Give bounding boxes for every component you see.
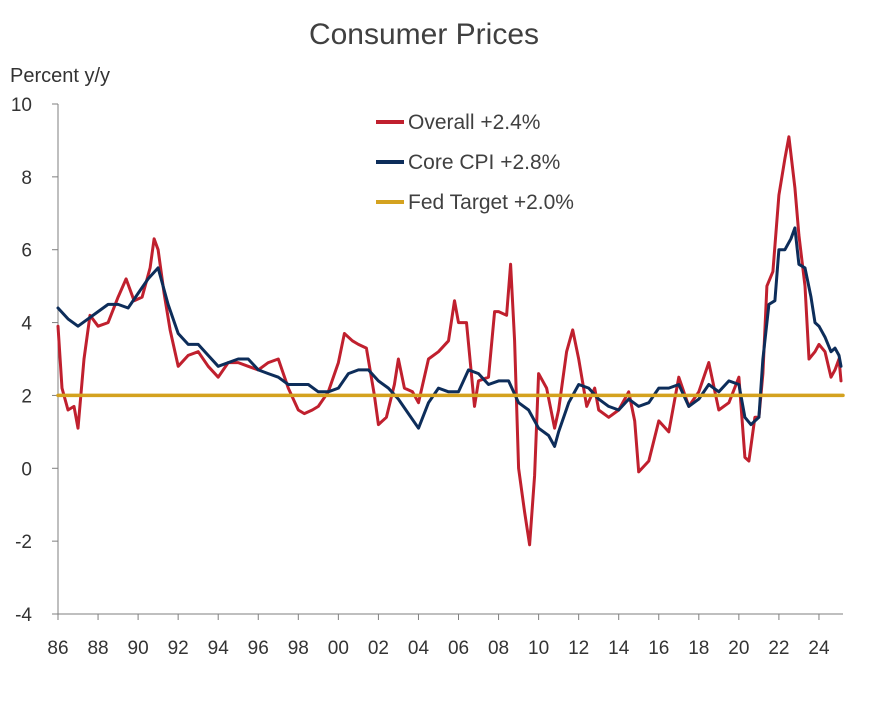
y-tick-label: 4 xyxy=(21,314,32,335)
x-tick-label: 98 xyxy=(288,638,309,659)
y-tick-label: -2 xyxy=(15,532,32,553)
x-tick-label: 02 xyxy=(368,638,389,659)
x-tick-label: 12 xyxy=(568,638,589,659)
x-tick-label: 20 xyxy=(728,638,749,659)
x-tick-label: 10 xyxy=(528,638,549,659)
x-tick-label: 06 xyxy=(448,638,469,659)
x-tick-label: 00 xyxy=(328,638,349,659)
series-layer xyxy=(56,135,845,547)
y-axis-label: Percent y/y xyxy=(10,65,110,87)
y-tick-label: 6 xyxy=(21,241,32,262)
x-tick-label: 24 xyxy=(808,638,830,659)
x-tick-label: 96 xyxy=(248,638,269,659)
x-tick-label: 90 xyxy=(128,638,149,659)
x-tick-label: 04 xyxy=(408,638,430,659)
y-tick-label: 2 xyxy=(21,386,32,407)
series-line-core-cpi xyxy=(56,226,843,448)
x-tick-label: 94 xyxy=(208,638,230,659)
x-tick-label: 92 xyxy=(168,638,189,659)
chart-title: Consumer Prices xyxy=(309,18,539,51)
x-tick-label: 88 xyxy=(87,638,108,659)
legend: Overall +2.4% Core CPI +2.8% Fed Target +2… xyxy=(376,111,574,214)
y-tick-label: 10 xyxy=(11,95,32,116)
legend-overall-label: Overall +2.4% xyxy=(408,111,540,134)
y-tick-label: 8 xyxy=(21,168,32,189)
legend-fed-target-label: Fed Target +2.0% xyxy=(408,191,574,214)
y-tick-label: -4 xyxy=(15,605,32,626)
y-tick-label: 0 xyxy=(21,459,32,480)
x-tick-label: 14 xyxy=(608,638,630,659)
x-tick-label: 08 xyxy=(488,638,509,659)
legend-core-cpi-label: Core CPI +2.8% xyxy=(408,151,560,174)
x-tick-label: 86 xyxy=(47,638,68,659)
x-tick-label: 22 xyxy=(768,638,789,659)
x-tick-label: 16 xyxy=(648,638,669,659)
x-tick-label: 18 xyxy=(688,638,709,659)
